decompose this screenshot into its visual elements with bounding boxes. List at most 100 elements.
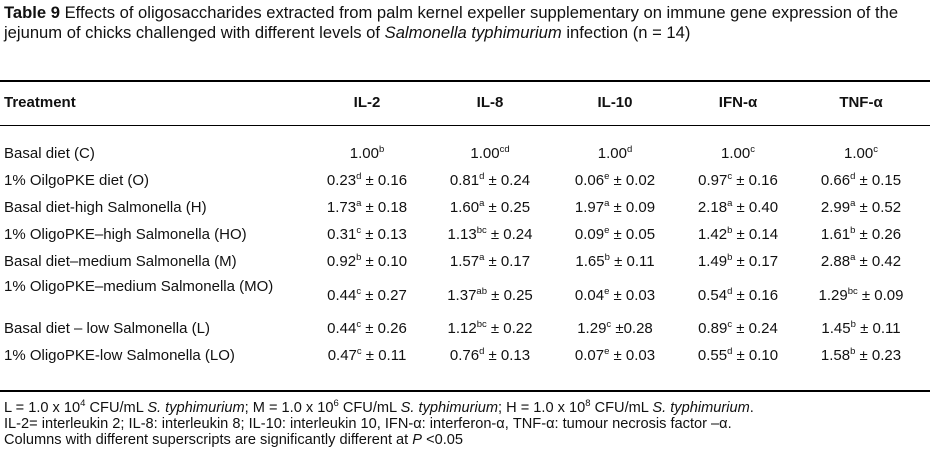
table-caption: Table 9 Effects of oligosaccharides extr…: [4, 3, 926, 42]
cell-superscript: c: [750, 144, 755, 155]
cell-error: ± 0.16: [732, 172, 778, 189]
row-label: Basal diet (C): [4, 145, 95, 162]
table-cell: 0.06e ± 0.02: [550, 172, 680, 189]
footnote-exponent: 6: [333, 398, 339, 409]
cell-error: ± 0.18: [361, 199, 408, 216]
cell-superscript: a: [850, 198, 856, 209]
cell-value: 1.57: [449, 253, 480, 270]
cell-value: 1.00: [470, 145, 500, 162]
cell-error: ± 0.23: [855, 347, 902, 364]
row-label: Basal diet–medium Salmonella (M): [4, 253, 237, 270]
footnote-species: S. typhimurium: [400, 400, 498, 416]
cell-superscript: d: [356, 171, 362, 182]
caption-text: Effects of oligosaccharides extracted fr…: [4, 3, 899, 42]
table-cell: 1.73a ± 0.18: [302, 199, 432, 216]
cell-superscript: e: [604, 286, 610, 297]
cell-value: 1.29: [818, 287, 848, 304]
table-cell: 0.31c ± 0.13: [302, 226, 432, 243]
cell-value: 1.65: [575, 253, 605, 270]
cell-value: 0.44: [327, 287, 357, 304]
cell-value: 0.81: [449, 172, 480, 189]
table-cell: 1.00c: [673, 145, 803, 162]
table-cell: 0.55d ± 0.10: [673, 347, 803, 364]
table-cell: 1.00b: [302, 145, 432, 162]
bottom-rule: [0, 390, 930, 392]
footnote-line-abbreviations: IL-2= interleukin 2; IL-8: interleukin 8…: [4, 416, 732, 432]
cell-value: 1.00: [597, 145, 627, 162]
cell-superscript: bc: [476, 319, 487, 330]
table-cell: 2.18a ± 0.40: [673, 199, 803, 216]
cell-superscript: c: [727, 319, 733, 330]
cell-error: ± 0.16: [732, 287, 779, 304]
cell-value: 2.18: [697, 199, 728, 216]
cell-value: 0.97: [698, 172, 728, 189]
table-cell: 1.58b ± 0.23: [796, 347, 926, 364]
cell-superscript: e: [604, 171, 610, 182]
cell-error: ± 0.03: [609, 347, 656, 364]
cell-error: ± 0.24: [484, 172, 531, 189]
cell-value: 0.76: [449, 347, 480, 364]
cell-error: ± 0.10: [361, 253, 408, 270]
caption-italic: Salmonella typhimurium: [384, 22, 562, 42]
table-cell: 0.44c ± 0.26: [302, 320, 432, 337]
cell-error: ± 0.05: [609, 226, 656, 243]
cell-superscript: b: [727, 252, 733, 263]
footnote-text: .: [749, 400, 754, 416]
cell-value: 1.12: [447, 320, 477, 337]
col-header-il8: IL-8: [476, 94, 504, 111]
cell-value: 1.60: [449, 199, 480, 216]
table-cell: 1.37ab ± 0.25: [425, 287, 555, 304]
table-cell: 0.04e ± 0.03: [550, 287, 680, 304]
cell-value: 1.45: [821, 320, 851, 337]
cell-error: ± 0.02: [609, 172, 656, 189]
footnote-exponent: 4: [80, 398, 86, 409]
table-cell: 1.13bc ± 0.24: [425, 226, 555, 243]
table-cell: 1.29bc ± 0.09: [796, 287, 926, 304]
table-cell: 0.54d ± 0.16: [673, 287, 803, 304]
cell-error: ± 0.17: [732, 253, 779, 270]
cell-error: ± 0.16: [361, 172, 408, 189]
cell-error: ± 0.09: [857, 287, 904, 304]
cell-error: ± 0.26: [361, 320, 407, 337]
cell-superscript: d: [479, 171, 485, 182]
cell-error: ± 0.03: [609, 287, 656, 304]
cell-superscript: d: [626, 144, 633, 155]
cell-superscript: c: [356, 346, 362, 357]
col-header-ifn: IFN-α: [718, 94, 758, 111]
table-cell: 1.97a ± 0.09: [550, 199, 680, 216]
cell-error: ± 0.11: [609, 253, 655, 270]
cell-error: ± 0.40: [732, 199, 779, 216]
cell-superscript: c: [356, 319, 362, 330]
p-symbol: P: [412, 432, 423, 448]
cell-superscript: d: [850, 171, 856, 182]
cell-superscript: cd: [499, 144, 510, 155]
cell-superscript: d: [727, 346, 733, 357]
cell-error: ± 0.24: [486, 226, 533, 243]
col-header-tnf: TNF-α: [839, 94, 883, 111]
table-cell: 0.81d ± 0.24: [425, 172, 555, 189]
cell-superscript: a: [479, 198, 485, 209]
cell-error: ± 0.52: [855, 199, 902, 216]
cell-error: ± 0.15: [855, 172, 902, 189]
footnote-text: CFU/mL: [85, 400, 148, 416]
footnote-text: CFU/mL: [590, 400, 653, 416]
cell-superscript: b: [378, 144, 385, 155]
row-label: 1% OligoPKE–high Salmonella (HO): [4, 226, 247, 243]
cell-value: 1.49: [697, 253, 728, 270]
cell-value: 1.42: [697, 226, 728, 243]
footnote-line-significance: Columns with different superscripts are …: [4, 432, 926, 448]
cell-superscript: ab: [476, 286, 487, 297]
cell-value: 2.88: [820, 253, 851, 270]
footnote-text: ; M = 1.0 x 10: [244, 400, 334, 416]
table-cell: 1.60a ± 0.25: [425, 199, 555, 216]
cell-value: 2.99: [820, 199, 851, 216]
cell-error: ± 0.25: [487, 287, 533, 304]
cell-value: 0.09: [574, 226, 605, 243]
row-label: 1% OligoPKE-low Salmonella (LO): [4, 347, 235, 364]
table-cell: 0.07e ± 0.03: [550, 347, 680, 364]
significance-text: Columns with different superscripts are …: [4, 432, 413, 448]
footnote-species: S. typhimurium: [652, 400, 750, 416]
cell-value: 0.55: [697, 347, 728, 364]
footnote-text: CFU/mL: [338, 400, 401, 416]
cell-error: ± 0.09: [609, 199, 656, 216]
